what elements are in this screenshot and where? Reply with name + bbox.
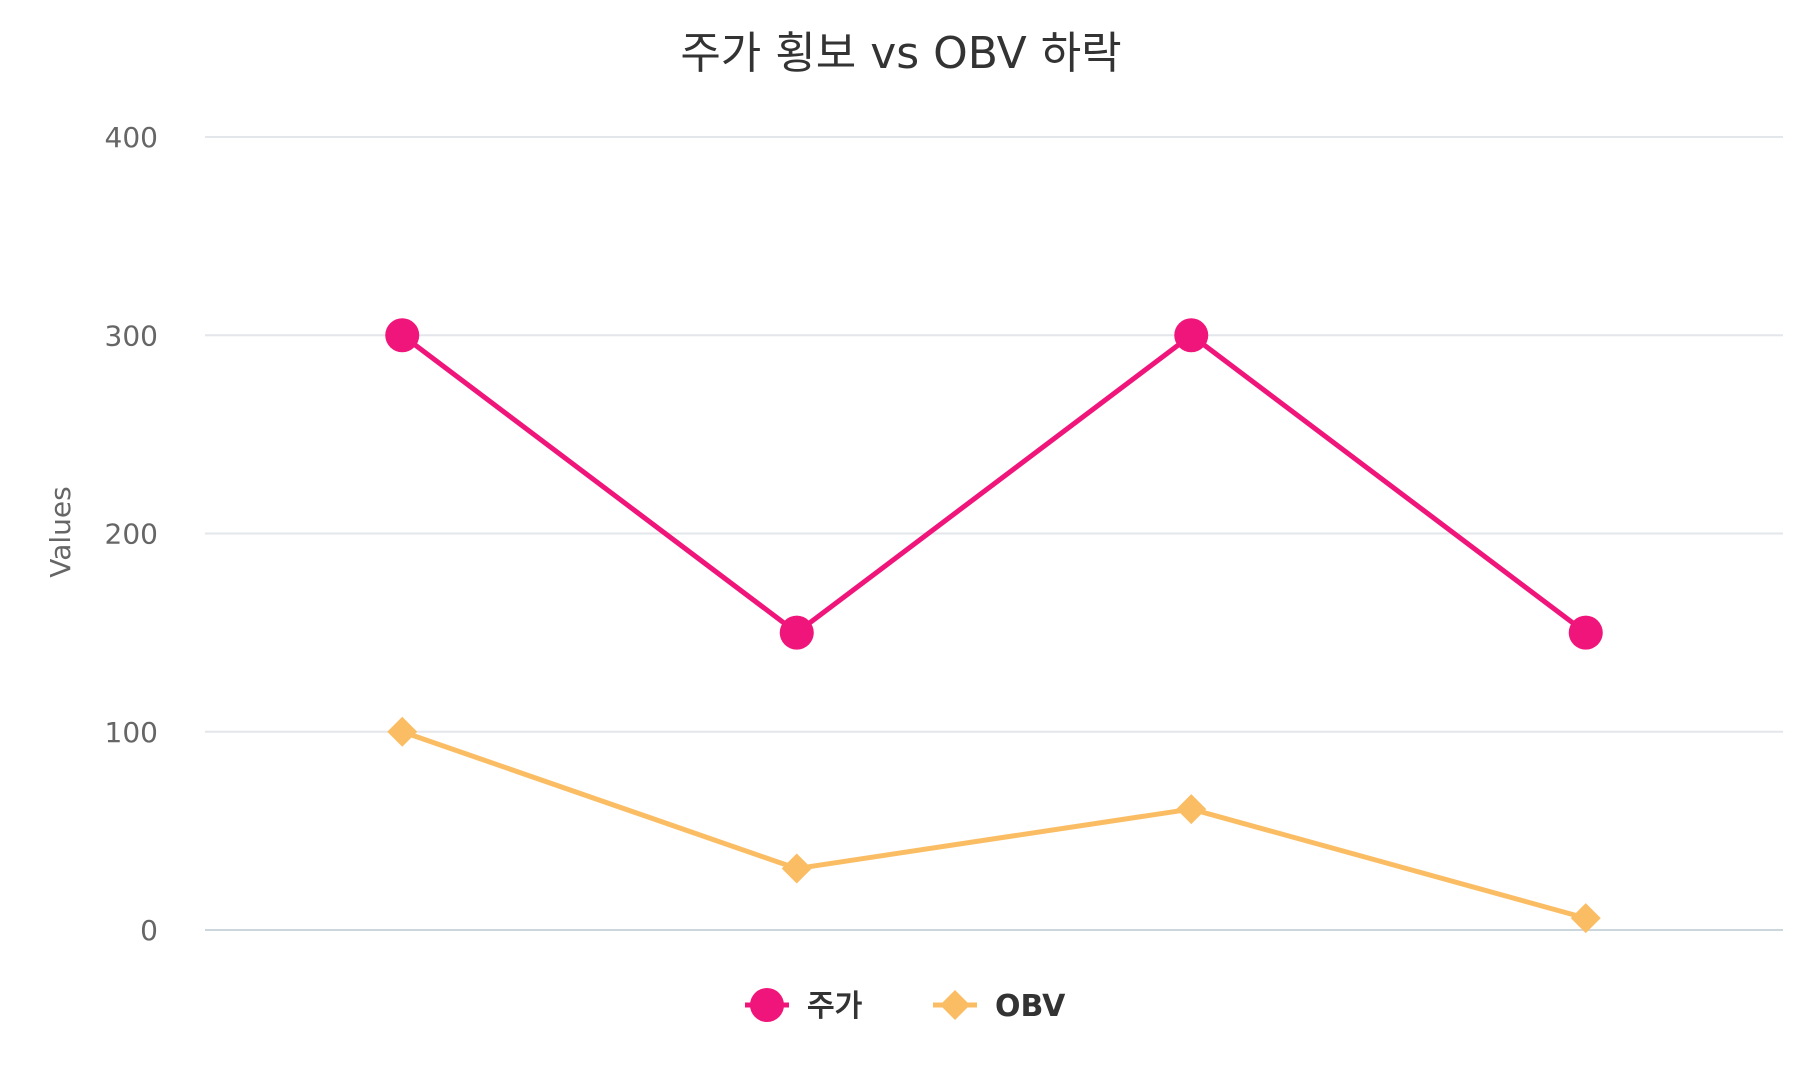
legend-label: OBV xyxy=(995,989,1066,1024)
series-obv xyxy=(387,716,1601,934)
series-line xyxy=(401,729,1587,921)
chart-title: 주가 횡보 vs OBV 하락 xyxy=(680,28,1121,79)
y-tick-label: 0 xyxy=(140,914,158,947)
y-axis-ticks: 0 100 200 300 400 xyxy=(105,121,158,947)
legend[interactable]: 주가 OBV xyxy=(745,988,1066,1024)
series-price xyxy=(385,318,1603,650)
data-point[interactable] xyxy=(1174,318,1209,353)
legend-label: 주가 xyxy=(807,989,863,1024)
series-layer xyxy=(385,318,1603,934)
data-point[interactable] xyxy=(779,615,814,650)
data-point[interactable] xyxy=(1570,903,1601,934)
legend-item-price[interactable]: 주가 xyxy=(745,988,863,1024)
y-axis-title: Values xyxy=(44,486,77,577)
y-tick-label: 200 xyxy=(105,518,158,551)
data-point[interactable] xyxy=(781,853,812,884)
legend-diamond-marker xyxy=(940,990,970,1020)
data-point[interactable] xyxy=(385,318,420,353)
series-line xyxy=(400,332,1588,636)
legend-circle-marker xyxy=(750,988,784,1022)
y-tick-label: 400 xyxy=(105,121,158,154)
data-point[interactable] xyxy=(387,716,418,747)
grid-lines xyxy=(205,136,1783,931)
legend-item-obv[interactable]: OBV xyxy=(933,989,1066,1024)
data-point[interactable] xyxy=(1568,615,1603,650)
data-point[interactable] xyxy=(1176,794,1207,825)
y-tick-label: 300 xyxy=(105,319,158,352)
y-tick-label: 100 xyxy=(105,716,158,749)
